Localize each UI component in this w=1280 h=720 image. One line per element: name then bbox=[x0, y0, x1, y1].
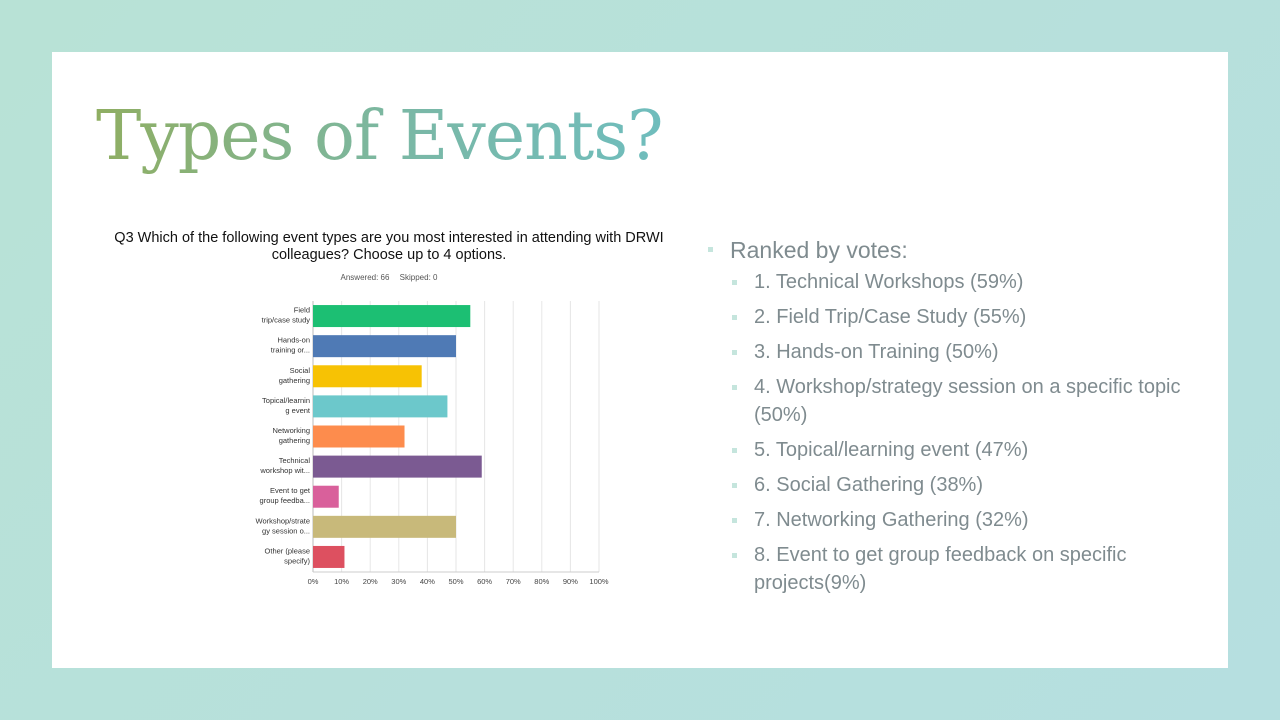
category-label: Event to get bbox=[270, 486, 311, 495]
x-tick-label: 90% bbox=[563, 577, 578, 586]
x-tick-label: 50% bbox=[448, 577, 463, 586]
survey-chart-panel: Q3 Which of the following event types ar… bbox=[108, 228, 670, 608]
x-tick-label: 20% bbox=[363, 577, 378, 586]
ranked-heading: Ranked by votes: bbox=[708, 232, 1200, 268]
x-tick-label: 70% bbox=[506, 577, 521, 586]
bar-chart: 0% 10% 20% 30% 40% 50% 60% 70% 80% 90% 100%Fieldtr… bbox=[256, 301, 609, 586]
x-tick-label: 30% bbox=[391, 577, 406, 586]
ranked-item-text: 4. Workshop/strategy session on a specif… bbox=[754, 376, 1181, 426]
bar bbox=[313, 395, 448, 418]
category-label: Topical/learnin bbox=[262, 396, 310, 405]
category-label: gathering bbox=[279, 376, 310, 385]
bullet-icon bbox=[732, 483, 737, 488]
ranked-item-text: 5. Topical/learning event (47%) bbox=[754, 439, 1029, 461]
bullet-icon bbox=[708, 247, 713, 252]
category-label: g event bbox=[285, 406, 311, 415]
answered-count: Answered: 66 bbox=[340, 273, 390, 282]
bar bbox=[313, 545, 345, 568]
slide-title: Types of Events? bbox=[96, 94, 664, 180]
slide: Types of Events? Q3 Which of the followi… bbox=[52, 52, 1228, 668]
ranked-item: 8. Event to get group feedback on specif… bbox=[732, 541, 1200, 597]
bullet-icon bbox=[732, 385, 737, 390]
ranked-item-text: 2. Field Trip/Case Study (55%) bbox=[754, 306, 1027, 328]
survey-response-counts: Answered: 66 Skipped: 0 bbox=[108, 273, 670, 282]
ranked-item: 7. Networking Gathering (32%) bbox=[732, 506, 1200, 534]
x-tick-label: 100% bbox=[589, 577, 609, 586]
category-label: Field bbox=[294, 306, 310, 315]
ranked-item-text: 6. Social Gathering (38%) bbox=[754, 474, 984, 496]
category-label: trip/case study bbox=[262, 316, 311, 325]
bar bbox=[313, 515, 456, 538]
category-label: gy session o... bbox=[262, 526, 310, 535]
bar bbox=[313, 455, 482, 478]
category-label: Workshop/strate bbox=[256, 516, 310, 525]
bullet-icon bbox=[732, 448, 737, 453]
ranked-item: 5. Topical/learning event (47%) bbox=[732, 436, 1200, 464]
bar bbox=[313, 335, 456, 358]
x-tick-label: 10% bbox=[334, 577, 349, 586]
ranked-list-panel: Ranked by votes: 1. Technical Workshops … bbox=[708, 232, 1200, 604]
category-label: Social bbox=[290, 366, 311, 375]
ranked-item: 2. Field Trip/Case Study (55%) bbox=[732, 303, 1200, 331]
ranked-heading-text: Ranked by votes: bbox=[730, 237, 908, 263]
bullet-icon bbox=[732, 350, 737, 355]
bullet-icon bbox=[732, 518, 737, 523]
ranked-item: 3. Hands-on Training (50%) bbox=[732, 338, 1200, 366]
bar bbox=[313, 425, 405, 448]
ranked-item-text: 1. Technical Workshops (59%) bbox=[754, 271, 1024, 293]
ranked-item: 4. Workshop/strategy session on a specif… bbox=[732, 373, 1200, 429]
bar bbox=[313, 365, 422, 388]
category-label: group feedba... bbox=[260, 496, 310, 505]
x-tick-label: 0% bbox=[308, 577, 319, 586]
category-label: training or... bbox=[271, 346, 310, 355]
ranked-item-text: 3. Hands-on Training (50%) bbox=[754, 341, 999, 363]
category-label: specify) bbox=[284, 556, 310, 565]
bar bbox=[313, 305, 471, 328]
bullet-icon bbox=[732, 553, 737, 558]
category-label: Hands-on bbox=[277, 336, 310, 345]
x-tick-label: 80% bbox=[534, 577, 549, 586]
ranked-item-text: 7. Networking Gathering (32%) bbox=[754, 509, 1029, 531]
category-label: Technical bbox=[279, 456, 311, 465]
category-label: Networking bbox=[272, 426, 310, 435]
survey-question: Q3 Which of the following event types ar… bbox=[114, 230, 664, 263]
bullet-icon bbox=[732, 280, 737, 285]
x-tick-label: 40% bbox=[420, 577, 435, 586]
category-label: gathering bbox=[279, 436, 310, 445]
category-label: Other (please bbox=[265, 546, 310, 555]
ranked-item-text: 8. Event to get group feedback on specif… bbox=[754, 544, 1127, 594]
x-tick-label: 60% bbox=[477, 577, 492, 586]
bullet-icon bbox=[732, 315, 737, 320]
ranked-item: 1. Technical Workshops (59%) bbox=[732, 268, 1200, 296]
ranked-items: 1. Technical Workshops (59%) 2. Field Tri… bbox=[730, 268, 1200, 597]
category-label: workshop wit... bbox=[259, 466, 310, 475]
bar bbox=[313, 485, 339, 508]
ranked-item: 6. Social Gathering (38%) bbox=[732, 471, 1200, 499]
skipped-count: Skipped: 0 bbox=[399, 273, 438, 282]
